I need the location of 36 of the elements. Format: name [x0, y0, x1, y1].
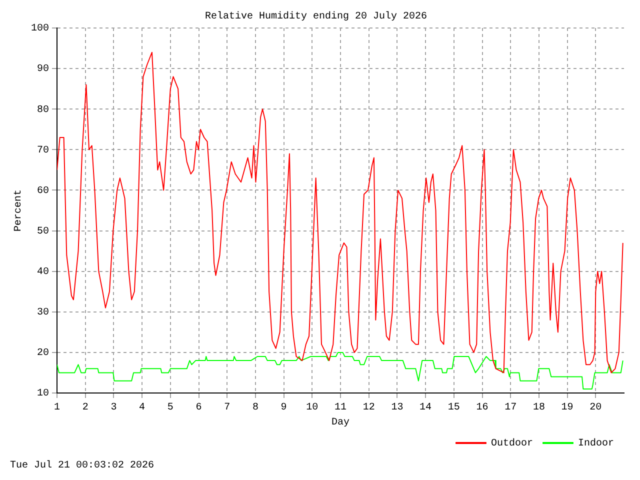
- y-tick-label: 40: [36, 266, 50, 278]
- x-tick-label: 3: [110, 402, 117, 414]
- x-tick-label: 11: [334, 402, 347, 414]
- y-tick-label: 100: [30, 24, 50, 35]
- x-tick-label: 9: [280, 402, 287, 414]
- x-tick-label: 6: [196, 402, 202, 414]
- x-tick-label: 10: [306, 402, 318, 414]
- y-tick-label: 90: [36, 64, 50, 76]
- x-tick-label: 17: [504, 402, 517, 414]
- x-tick-label: 15: [448, 402, 460, 414]
- x-tick-label: 16: [476, 402, 488, 414]
- x-tick-label: 7: [224, 402, 230, 414]
- y-tick-label: 70: [36, 145, 50, 156]
- y-tick-label: 50: [36, 226, 50, 238]
- x-tick-label: 1: [54, 402, 60, 414]
- chart-title: Relative Humidity ending 20 July 2026: [204, 10, 428, 23]
- y-axis-title: Percent: [14, 189, 25, 232]
- x-tick-label: 5: [167, 402, 174, 414]
- x-tick-label: 2: [82, 402, 88, 414]
- x-tick-label: 8: [252, 402, 258, 414]
- x-tick-label: 14: [420, 402, 432, 414]
- x-tick-label: 20: [590, 402, 602, 414]
- x-tick-label: 13: [391, 402, 404, 414]
- y-tick-label: 10: [36, 388, 50, 400]
- y-tick-label: 80: [36, 104, 50, 116]
- y-tick-label: 60: [36, 186, 50, 197]
- y-tick-label: 20: [36, 348, 50, 360]
- y-tick-label: 30: [36, 308, 50, 319]
- legend-label: Indoor: [578, 438, 614, 450]
- x-tick-label: 12: [362, 402, 375, 414]
- x-tick-label: 19: [561, 402, 574, 414]
- x-tick-label: 18: [532, 402, 545, 414]
- x-axis-title: Day: [331, 418, 350, 429]
- legend-label: Outdoor: [490, 438, 534, 450]
- text: Tue Jul 21 00:03:02 2026: [10, 460, 154, 472]
- x-tick-label: 4: [139, 402, 146, 414]
